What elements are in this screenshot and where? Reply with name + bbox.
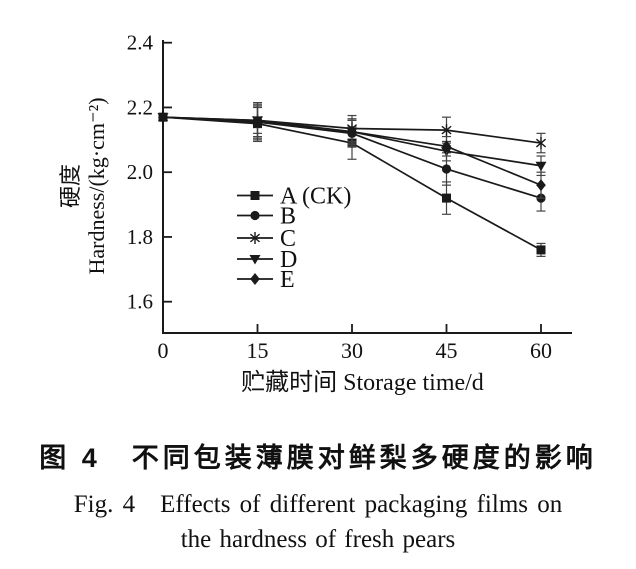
diamond-marker-icon <box>441 140 452 153</box>
caption-english-line2: the hardness of fresh pears <box>180 526 456 553</box>
legend-marker <box>250 210 260 221</box>
asterisk-marker-icon <box>535 138 547 148</box>
legend-item-D: D <box>237 247 297 273</box>
diamond-marker-icon <box>252 116 263 129</box>
legend-label: C <box>280 226 296 252</box>
y-tick-label: 2.4 <box>127 31 154 55</box>
circle-marker-icon <box>250 210 260 221</box>
data-point-marker <box>347 125 357 138</box>
data-point-marker <box>441 140 452 153</box>
legend-label: A (CK) <box>280 184 351 210</box>
legend-marker <box>249 255 261 265</box>
diamond-marker-icon <box>536 179 546 192</box>
axes <box>162 40 572 334</box>
x-ticks: 0 15 30 45 60 <box>158 324 552 363</box>
data-point-marker <box>536 245 546 255</box>
data-point-marker <box>252 116 263 129</box>
legend-marker <box>250 273 260 285</box>
y-tick-label: 1.6 <box>127 290 153 314</box>
circle-marker-icon <box>441 164 452 174</box>
legend-item-B: B <box>237 204 296 230</box>
y-tick-label: 2.2 <box>127 95 153 119</box>
caption-chinese: 图 4 不同包装薄膜对鲜梨多硬度的影响 <box>39 443 597 473</box>
diamond-marker-icon <box>347 125 357 138</box>
legend-label: D <box>280 247 297 273</box>
data-point-marker <box>535 137 547 150</box>
x-tick-label: 15 <box>247 338 269 363</box>
y-ticks: 1.6 1.8 2.0 2.2 2.4 <box>127 31 172 314</box>
square-marker-icon <box>250 191 260 200</box>
asterisk-marker-icon <box>441 125 452 135</box>
data-point-marker <box>535 161 547 172</box>
legend-item-C: C <box>237 226 296 252</box>
hardness-line-chart: 1.6 1.8 2.0 2.2 2.4 0 15 30 45 60 贮藏时间 Storage tim… <box>58 31 572 396</box>
data-point-marker <box>536 179 546 192</box>
x-tick-label: 30 <box>341 338 363 363</box>
diamond-marker-icon <box>250 273 260 285</box>
caption-english-line1: Fig. 4 Effects of different packaging fi… <box>73 491 563 518</box>
legend-item-E: E <box>237 267 295 293</box>
x-axis-label: 贮藏时间 Storage time/d <box>241 369 484 396</box>
x-tick-label: 60 <box>530 338 552 363</box>
y-axis-label: 硬度Hardness/(kg·cm⁻²) <box>58 97 109 274</box>
data-point-marker <box>441 164 452 174</box>
legend-marker <box>250 191 260 200</box>
square-marker-icon <box>442 193 451 203</box>
y-axis-label-text: 硬度Hardness/(kg·cm⁻²) <box>58 97 109 274</box>
legend-label: E <box>280 267 295 293</box>
series-E <box>158 105 546 199</box>
y-tick-label: 1.8 <box>127 225 153 249</box>
y-tick-label: 2.0 <box>127 160 153 184</box>
triangle-down-marker-icon <box>249 255 261 265</box>
x-tick-label: 45 <box>436 338 458 363</box>
legend-label: B <box>280 204 296 230</box>
asterisk-marker-icon <box>249 233 261 243</box>
data-point-marker <box>441 124 452 137</box>
x-tick-label: 0 <box>158 338 169 363</box>
triangle-down-marker-icon <box>535 161 547 172</box>
square-marker-icon <box>536 245 546 255</box>
data-point-marker <box>158 111 168 124</box>
legend-marker <box>249 232 261 244</box>
data-point-marker <box>442 193 451 203</box>
legend-item-A-CK: A (CK) <box>237 184 351 210</box>
diamond-marker-icon <box>158 111 168 124</box>
